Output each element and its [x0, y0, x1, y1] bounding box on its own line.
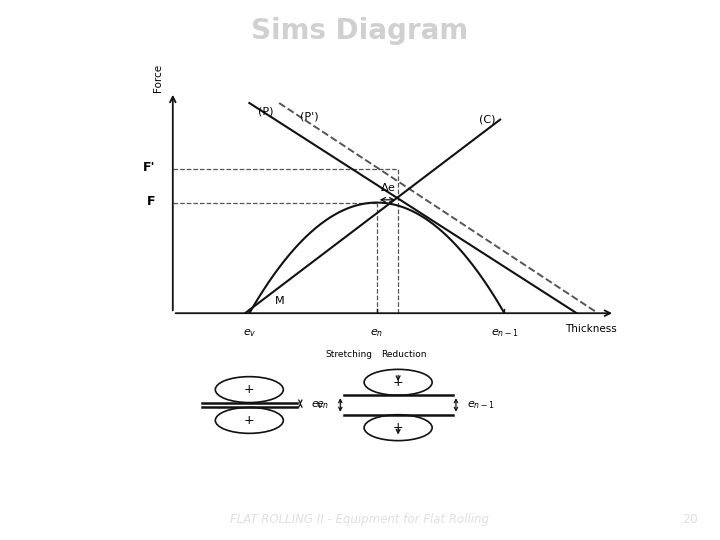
Text: (P): (P)	[258, 106, 274, 116]
Text: Stretching: Stretching	[325, 350, 373, 359]
Text: F': F'	[143, 161, 156, 174]
Text: +: +	[244, 414, 255, 427]
Text: Sims Diagram: Sims Diagram	[251, 17, 469, 45]
Text: $e_v$: $e_v$	[243, 327, 256, 339]
Text: Force: Force	[153, 64, 163, 92]
Text: $e_v$: $e_v$	[311, 399, 325, 411]
Text: F: F	[148, 195, 156, 208]
Text: Thickness: Thickness	[565, 324, 617, 334]
Text: Reduction: Reduction	[381, 350, 427, 359]
Text: +: +	[244, 383, 255, 396]
Text: $e_{n-1}$: $e_{n-1}$	[467, 399, 494, 411]
Text: +: +	[393, 421, 403, 434]
Text: 20: 20	[683, 513, 698, 526]
Text: $e_{n-1}$: $e_{n-1}$	[490, 327, 518, 339]
Text: M: M	[275, 296, 284, 306]
Text: +: +	[393, 376, 403, 389]
Text: $e_n$: $e_n$	[370, 327, 384, 339]
Text: (C): (C)	[479, 114, 495, 124]
Text: FLAT ROLLING II - Equipment for Flat Rolling: FLAT ROLLING II - Equipment for Flat Rol…	[230, 513, 490, 526]
Text: $e_n$: $e_n$	[317, 399, 330, 411]
Text: (P'): (P')	[300, 112, 319, 122]
Text: $\Delta$e: $\Delta$e	[379, 181, 395, 193]
